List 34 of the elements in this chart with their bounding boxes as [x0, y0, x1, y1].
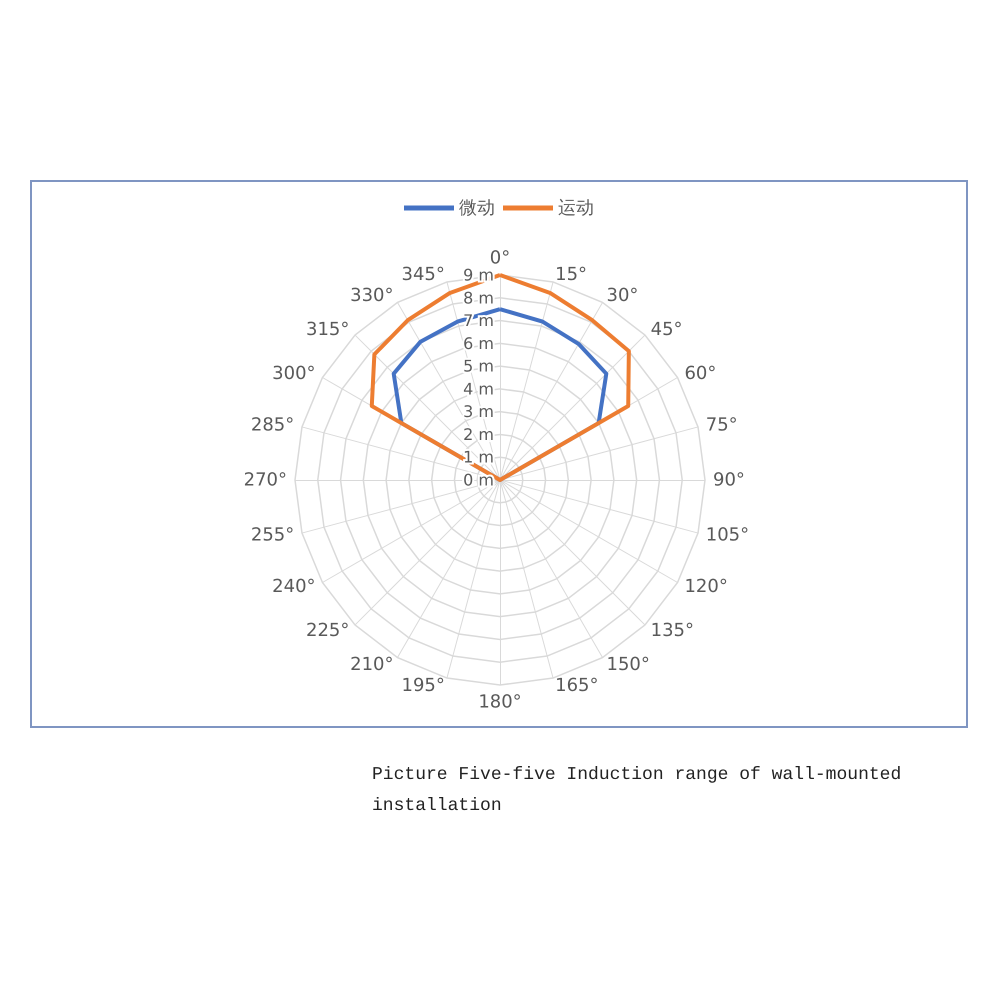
legend-label: 微动 [459, 198, 495, 218]
spoke-label: 120° [684, 576, 728, 597]
y-tick-label: 5 m [463, 356, 494, 376]
y-tick-label: 3 m [463, 402, 494, 422]
spoke-label: 210° [350, 654, 394, 675]
spoke-label: 195° [402, 675, 445, 696]
y-tick-label: 0 m [463, 470, 494, 490]
spoke-label: 135° [650, 620, 694, 642]
y-tick-label: 6 m [463, 334, 494, 353]
spoke-label: 270° [244, 470, 287, 490]
y-tick-label: 8 m [463, 288, 494, 308]
spoke-label: 255° [250, 524, 294, 546]
y-tick-label: 2 m [463, 424, 494, 444]
spoke-label: 345° [402, 264, 445, 285]
spoke-label: 180° [478, 692, 522, 712]
spoke-label: 165° [555, 675, 598, 696]
y-tick-label: 4 m [463, 379, 494, 398]
spoke-label: 330° [350, 285, 394, 306]
spoke-label: 60° [684, 363, 716, 384]
legend-label: 运动 [558, 198, 594, 218]
spoke-label: 300° [272, 363, 316, 384]
spoke-label: 105° [706, 524, 750, 546]
spoke-label: 315° [306, 318, 350, 340]
spoke-label: 0° [490, 248, 510, 268]
spoke-label: 150° [606, 654, 650, 675]
spoke-label: 30° [606, 285, 638, 306]
spoke-label: 15° [555, 264, 588, 285]
spoke-label: 285° [250, 414, 294, 436]
spoke-label: 240° [272, 576, 316, 597]
spoke-label: 45° [650, 318, 683, 340]
spoke-label: 90° [713, 470, 745, 490]
spoke-label: 225° [306, 620, 350, 642]
text: Picture Five-five Induction range of wall-mounted installation [372, 764, 902, 818]
spoke-label: 75° [706, 414, 738, 436]
